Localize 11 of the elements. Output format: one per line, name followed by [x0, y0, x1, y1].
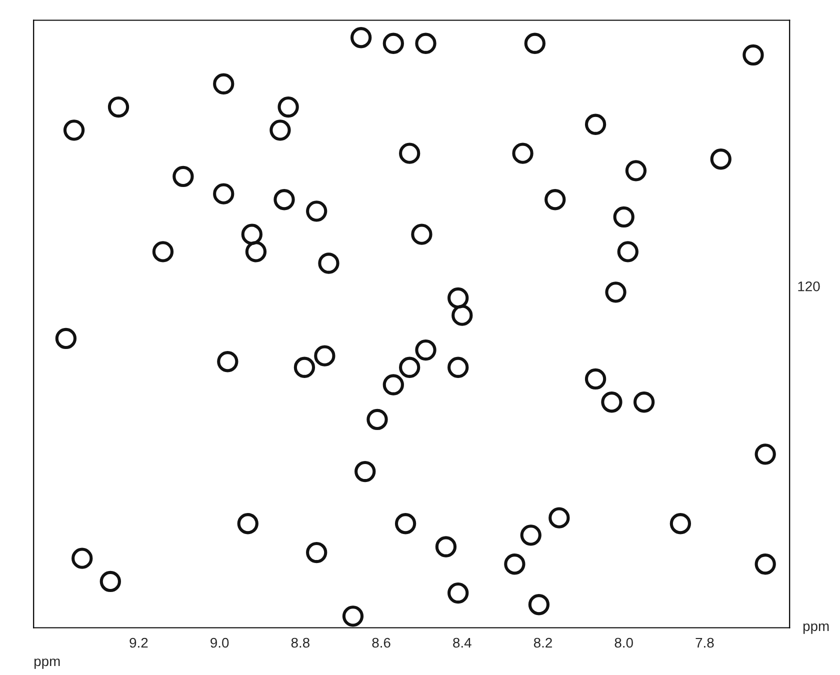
- x-tick-label: 8.2: [534, 638, 552, 648]
- x-tick-label: 8.6: [372, 638, 390, 648]
- x-tick-label: 9.0: [210, 638, 229, 648]
- y-axis-title: ppm: [803, 623, 829, 634]
- x-tick-label: 8.8: [291, 638, 310, 648]
- x-tick-label: 9.2: [130, 638, 148, 648]
- x-tick-label: 8.4: [453, 638, 472, 648]
- text: 120: [798, 281, 820, 292]
- x-tick-label: 8.0: [614, 638, 633, 648]
- x-tick-label: 7.8: [696, 638, 714, 648]
- x-axis-title: ppm: [34, 658, 60, 669]
